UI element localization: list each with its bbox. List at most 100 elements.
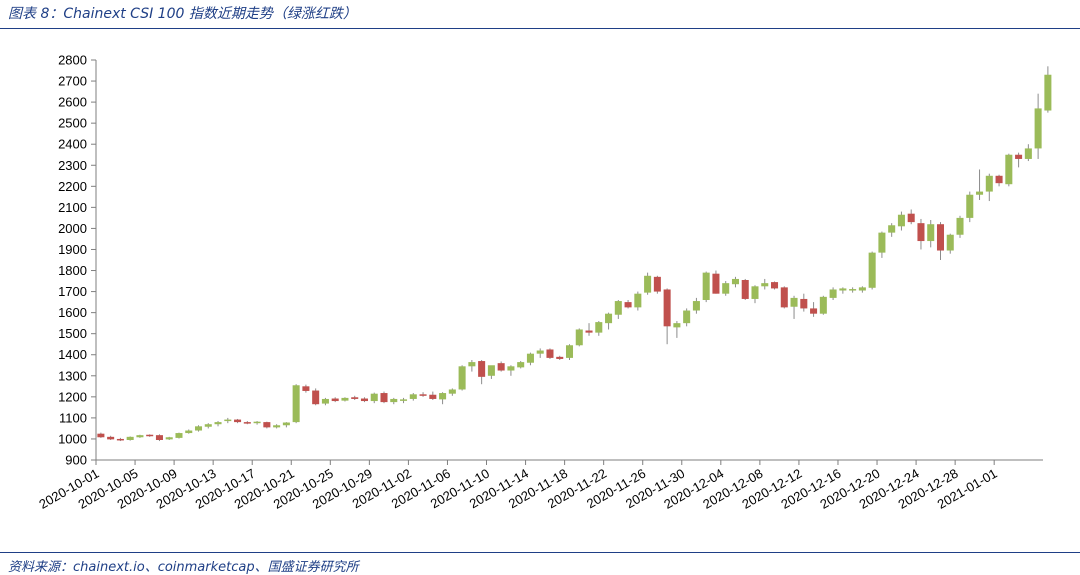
candle-body — [214, 422, 222, 425]
candle-up — [517, 361, 525, 369]
candle-body — [819, 296, 827, 314]
candle-body — [565, 345, 574, 358]
candle-down — [1015, 152, 1023, 168]
candle-body — [243, 422, 251, 424]
candle-body — [888, 225, 896, 233]
candle-body — [976, 191, 984, 195]
candle-up — [575, 328, 583, 347]
candle-body — [897, 214, 905, 227]
candle-up — [185, 429, 193, 434]
candle-body — [1015, 154, 1023, 159]
y-axis-ticks: 900 1000 1100 1200 1300 1400 1500 1600 1700 1800 1… — [58, 53, 96, 468]
candle-body — [966, 194, 974, 218]
candle-body — [448, 389, 456, 394]
candle-up — [761, 278, 769, 290]
candle-body — [1024, 148, 1032, 159]
candle-up — [282, 422, 290, 428]
candle-body — [995, 175, 1003, 184]
y-tick-label: 1800 — [58, 263, 87, 278]
candle-body — [234, 419, 242, 423]
candle-body — [429, 394, 437, 399]
candle-up — [400, 397, 408, 404]
candle-body — [155, 435, 163, 440]
candle-up — [536, 348, 544, 358]
candle-body — [722, 283, 730, 294]
candle-body — [400, 399, 408, 401]
candle-body — [771, 282, 779, 289]
candle-body — [253, 421, 261, 424]
x-axis-ticks: 2020-10-012020-10-052020-10-092020-10-13… — [36, 460, 1000, 512]
candle-up — [487, 365, 495, 379]
candle-body — [390, 398, 398, 403]
candle-up — [165, 436, 173, 440]
candle-body — [1034, 108, 1042, 149]
candle-up — [819, 295, 827, 315]
candle-body — [829, 289, 837, 298]
candle-body — [849, 289, 857, 291]
candle-down — [663, 288, 671, 345]
candle-up — [253, 421, 261, 425]
candle-up — [985, 173, 993, 202]
candle-up — [966, 191, 974, 223]
candle-body — [331, 398, 339, 402]
candle-down — [263, 421, 271, 429]
candle-body — [360, 398, 368, 402]
candle-up — [956, 215, 964, 238]
candle-body — [97, 433, 105, 438]
candle-up — [888, 223, 896, 237]
candle-body — [194, 426, 203, 431]
candle-down — [380, 391, 388, 404]
candle-body — [585, 330, 593, 333]
candle-body — [605, 313, 613, 324]
candle-body — [107, 436, 115, 440]
candle-up — [605, 312, 613, 330]
y-tick-label: 2600 — [58, 95, 87, 110]
candle-down — [419, 392, 427, 397]
candle-body — [409, 394, 417, 399]
candle-up — [731, 276, 739, 288]
candle-body — [741, 280, 749, 299]
candle-body — [507, 366, 515, 371]
candle-down — [478, 360, 486, 385]
candle-body — [312, 390, 320, 405]
candle-down — [234, 418, 242, 424]
candle-up — [692, 297, 700, 314]
candle-body — [985, 175, 993, 192]
candle-down — [107, 435, 115, 440]
candle-body — [751, 286, 759, 299]
candle-up — [468, 360, 476, 372]
candle-body — [536, 350, 544, 354]
candle-down — [243, 421, 251, 425]
candle-down — [546, 348, 554, 359]
candle-up — [927, 220, 935, 248]
candle-up — [204, 423, 212, 429]
candle-up — [722, 281, 730, 296]
candle-up — [439, 392, 447, 405]
candle-body — [644, 275, 652, 293]
candle-up — [839, 287, 847, 294]
candle-up — [565, 344, 574, 360]
candle-body — [204, 424, 212, 427]
y-tick-label: 1300 — [58, 368, 87, 383]
candle-down — [302, 384, 310, 393]
candle-up — [214, 421, 222, 427]
candle-down — [360, 397, 368, 403]
candlestick-chart: 900 1000 1100 1200 1300 1400 1500 1600 1700 1800 1… — [36, 53, 1052, 512]
candle-body — [175, 433, 183, 438]
candle-up — [194, 425, 203, 432]
y-tick-label: 1500 — [58, 326, 87, 341]
y-tick-label: 2200 — [58, 179, 87, 194]
candle-down — [907, 209, 915, 225]
candle-body — [575, 329, 583, 346]
candle-body — [380, 393, 388, 403]
candle-down — [995, 174, 1003, 187]
candle-down — [810, 302, 818, 317]
candle-body — [810, 308, 818, 314]
candle-body — [712, 273, 720, 294]
candle-body — [478, 361, 486, 377]
candle-body — [370, 393, 378, 402]
candle-down — [771, 281, 779, 290]
y-tick-label: 2100 — [58, 200, 87, 215]
source-note: 资料来源：chainext.io、coinmarketcap、国盛证券研究所 — [8, 560, 359, 575]
candle-body — [351, 397, 359, 399]
